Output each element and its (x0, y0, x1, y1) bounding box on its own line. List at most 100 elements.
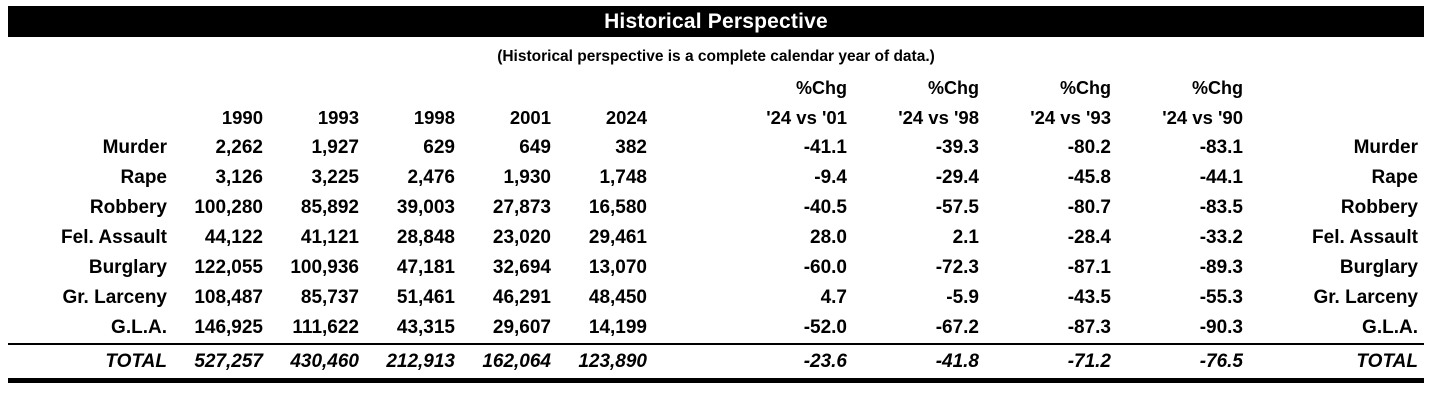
pct-change-1: -57.5 (935, 197, 979, 218)
row-label-right: Murder (1353, 137, 1418, 158)
table-row-total: TOTAL 527,257 430,460 212,913 162,064 123,890… (8, 343, 1424, 383)
year-header-1990: 1990 (221, 107, 263, 128)
pct-chg-header-2: %Chg (1060, 78, 1111, 98)
value-2001: 27,873 (492, 197, 551, 218)
empty-cell (269, 74, 365, 103)
year-header-1993: 1993 (317, 107, 359, 128)
row-label-left: Burglary (88, 257, 167, 278)
pct-change-2: -71.2 (985, 343, 1117, 383)
pct-change-3: -83.1 (1199, 137, 1243, 158)
value-2001: 162,064 (461, 343, 557, 383)
empty-cell (1249, 74, 1424, 103)
pct-change-2: -43.5 (1067, 287, 1111, 308)
pct-change-1: -39.3 (935, 137, 979, 158)
historical-data-table: %Chg %Chg %Chg %Chg 1990 1993 1998 2001 2024 '24… (8, 74, 1424, 383)
value-1998: 212,913 (365, 343, 461, 383)
row-label-left: TOTAL (8, 343, 173, 383)
value-2001: 649 (519, 137, 551, 158)
value-1998: 39,003 (396, 197, 455, 218)
pct-change-2: -87.1 (1067, 257, 1111, 278)
pct-change-3: -89.3 (1199, 257, 1243, 278)
value-1998: 2,476 (407, 167, 455, 188)
pct-change-1: -72.3 (935, 257, 979, 278)
row-label-right: Fel. Assault (1312, 227, 1418, 248)
pct-chg-subheader-2: '24 vs '93 (1030, 107, 1111, 128)
year-header-row: 1990 1993 1998 2001 2024 '24 vs '01 '24 vs '98… (8, 103, 1424, 133)
value-2001: 23,020 (492, 227, 551, 248)
value-1993: 430,460 (269, 343, 365, 383)
row-label-left: Rape (120, 167, 167, 188)
value-1990: 100,280 (194, 197, 263, 218)
title-bar: Historical Perspective (8, 6, 1424, 37)
pct-change-2: -80.7 (1067, 197, 1111, 218)
pct-change-3: -33.2 (1199, 227, 1243, 248)
value-2024: 29,461 (588, 227, 647, 248)
value-2024: 382 (615, 137, 647, 158)
row-label-left: Robbery (89, 197, 167, 218)
table-row-gr-larceny: Gr. Larceny 108,487 85,737 51,461 46,291 48,4… (8, 283, 1424, 313)
value-1993: 85,737 (300, 287, 359, 308)
pct-change-0: 28.0 (810, 227, 847, 248)
value-1993: 41,121 (300, 227, 359, 248)
pct-change-2: -45.8 (1067, 167, 1111, 188)
pct-change-1: -5.9 (946, 287, 979, 308)
data-rows-section: Murder 2,262 1,927 629 649 382 -41.1 -39.3 -80.2… (8, 133, 1424, 344)
value-1990: 3,126 (215, 167, 263, 188)
row-label-right: G.L.A. (1362, 317, 1418, 338)
value-2024: 13,070 (588, 257, 647, 278)
value-1990: 2,262 (215, 137, 263, 158)
row-label-right: Robbery (1340, 197, 1418, 218)
pct-change-3: -90.3 (1199, 317, 1243, 338)
report-subtitle: (Historical perspective is a complete ca… (497, 48, 935, 65)
value-2024: 123,890 (557, 343, 653, 383)
value-1993: 85,892 (300, 197, 359, 218)
row-label-right: Gr. Larceny (1313, 287, 1418, 308)
value-1993: 1,927 (311, 137, 359, 158)
empty-cell (365, 74, 461, 103)
year-header-1998: 1998 (413, 107, 455, 128)
pct-change-2: -87.3 (1067, 317, 1111, 338)
value-2001: 1,930 (503, 167, 551, 188)
value-1998: 629 (423, 137, 455, 158)
value-1998: 51,461 (396, 287, 455, 308)
table-row-burglary: Burglary 122,055 100,936 47,181 32,694 13,070… (8, 253, 1424, 283)
value-1990: 108,487 (194, 287, 263, 308)
row-label-left: Fel. Assault (61, 227, 167, 248)
value-1998: 43,315 (396, 317, 455, 338)
pct-change-2: -80.2 (1067, 137, 1111, 158)
row-label-right: TOTAL (1249, 343, 1424, 383)
empty-cell (1249, 103, 1424, 133)
value-2001: 46,291 (492, 287, 551, 308)
empty-cell (557, 74, 653, 103)
pct-change-0: -52.0 (803, 317, 847, 338)
row-label-right: Burglary (1339, 257, 1418, 278)
pct-change-1: -67.2 (935, 317, 979, 338)
value-2024: 14,199 (588, 317, 647, 338)
empty-cell (8, 103, 173, 133)
value-1990: 146,925 (194, 317, 263, 338)
pct-change-1: -29.4 (935, 167, 979, 188)
pct-change-3: -83.5 (1199, 197, 1243, 218)
row-label-left: Murder (102, 137, 167, 158)
empty-cell (173, 74, 269, 103)
table-row-rape: Rape 3,126 3,225 2,476 1,930 1,748 -9.4 -29.4 -4… (8, 163, 1424, 193)
row-label-left: Gr. Larceny (62, 287, 167, 308)
pct-chg-subheader-3: '24 vs '90 (1162, 107, 1243, 128)
empty-cell (8, 74, 173, 103)
pct-change-3: -76.5 (1117, 343, 1249, 383)
table-row-fel-assault: Fel. Assault 44,122 41,121 28,848 23,020 29,4… (8, 223, 1424, 253)
pct-change-0: -41.1 (803, 137, 847, 158)
value-2024: 16,580 (588, 197, 647, 218)
value-1998: 28,848 (396, 227, 455, 248)
value-2024: 48,450 (588, 287, 647, 308)
pct-change-0: -23.6 (653, 343, 853, 383)
pct-chg-subheader-1: '24 vs '98 (898, 107, 979, 128)
value-1993: 100,936 (290, 257, 359, 278)
pct-change-0: -40.5 (803, 197, 847, 218)
table-row-murder: Murder 2,262 1,927 629 649 382 -41.1 -39.3 -80.2… (8, 133, 1424, 163)
pct-change-2: -28.4 (1067, 227, 1111, 248)
year-header-section: 1990 1993 1998 2001 2024 '24 vs '01 '24 vs '98… (8, 103, 1424, 133)
pct-chg-header-3: %Chg (1192, 78, 1243, 98)
row-label-left: G.L.A. (111, 317, 167, 338)
table-row-g-l-a-: G.L.A. 146,925 111,622 43,315 29,607 14,199 -5… (8, 313, 1424, 344)
